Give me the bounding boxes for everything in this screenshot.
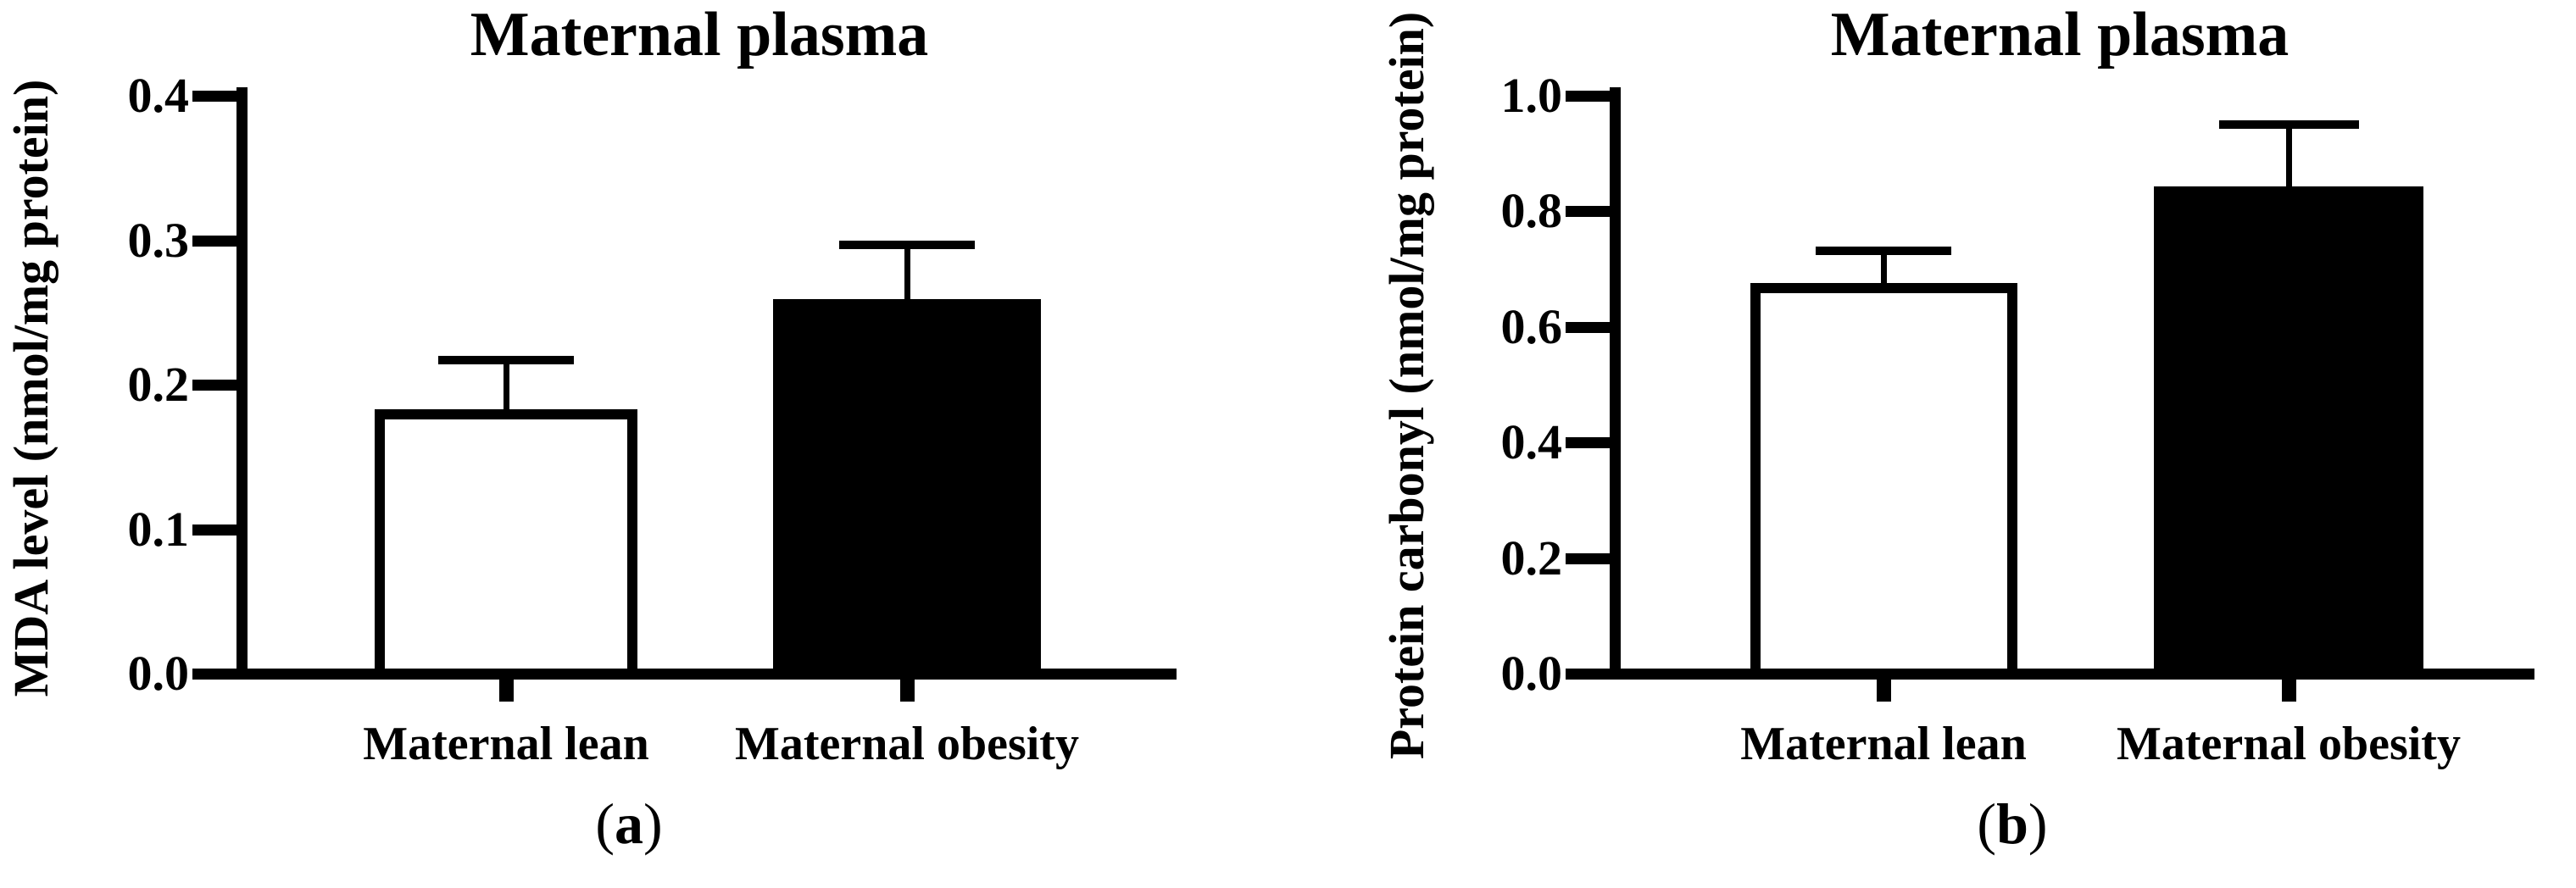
x-category-label-maternal-lean: Maternal lean [363,718,649,770]
x-tick [498,680,514,702]
error-bar-stem [503,360,509,409]
chart-title-b: Maternal plasma [1830,0,2289,69]
y-tick [1566,669,1615,680]
y-axis-label-b: Protein carbonyl (nmol/mg protein) [1379,11,1434,760]
x-tick [899,680,915,702]
bar-maternal-lean [375,408,637,679]
x-category-label-maternal-obesity: Maternal obesity [735,718,1079,770]
bar-maternal-lean [1750,282,2017,679]
paren-open: ( [1977,791,1997,856]
y-tick [192,380,242,391]
error-bar-stem [1880,251,1887,283]
y-tick-label: 0.8 [1500,183,1563,239]
panel-letter: a [615,791,643,856]
paren-close: ) [643,791,663,856]
x-tick [2281,680,2296,702]
paren-close: ) [2028,791,2048,856]
y-tick [192,524,242,536]
y-tick-label: 0.6 [1500,298,1563,354]
y-tick [1566,552,1615,564]
y-tick [192,91,242,102]
error-bar-cap [1816,247,1951,256]
x-tick [1876,680,1891,702]
y-tick-label: 0.3 [127,212,190,268]
error-bar-cap [438,356,574,364]
error-bar-cap [839,240,975,249]
panel-label-a: (a) [595,795,662,852]
y-tick [1566,91,1615,102]
y-tick-label: 0.4 [127,68,190,123]
y-tick [192,669,242,680]
panel-label-b: (b) [1977,795,2047,852]
x-category-label-maternal-lean: Maternal lean [1740,718,2027,770]
y-tick-label: 1.0 [1500,68,1563,123]
y-tick [192,235,242,247]
panel-letter: b [1996,791,2028,856]
bar-maternal-obesity [773,299,1041,679]
error-bar-stem [904,244,910,300]
chart-title-a: Maternal plasma [470,0,929,69]
error-bar-stem [2285,125,2292,187]
y-tick-label: 0.0 [1500,646,1563,701]
y-tick-label: 0.2 [127,357,190,412]
error-bar-cap [2218,120,2359,130]
y-tick [1566,437,1615,449]
y-tick-label: 0.4 [1500,414,1563,470]
x-category-label-maternal-obesity: Maternal obesity [2117,718,2461,770]
paren-open: ( [595,791,615,856]
y-tick-label: 0.2 [1500,530,1563,586]
bar-maternal-obesity [2154,186,2423,679]
y-tick [1566,206,1615,218]
y-tick-label: 0.0 [127,646,190,701]
y-tick [1566,321,1615,333]
y-tick-label: 0.1 [127,501,190,557]
y-axis-spine [1610,87,1621,680]
